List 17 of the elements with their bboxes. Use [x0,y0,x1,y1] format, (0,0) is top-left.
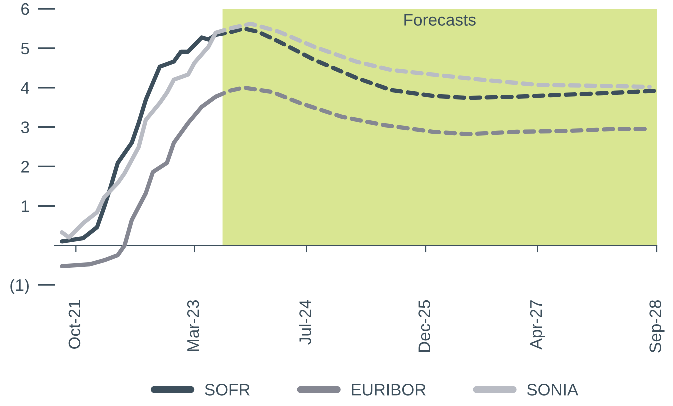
legend-label: EURIBOR [352,384,426,396]
x-tick-label: Oct-21 [68,300,81,349]
x-tick-label: Dec-25 [418,300,430,352]
x-tick-label: Mar-23 [187,300,200,352]
y-tick-label: 3 [21,122,30,134]
x-tick-label: Jul-24 [299,300,312,345]
y-tick-label: 5 [21,43,30,55]
x-tick-label: Sep-28 [650,300,665,353]
y-tick-label: 6 [22,3,30,16]
y-tick-label: 1 [22,200,30,212]
y-tick-label: 4 [21,82,30,94]
legend-label: SONIA [527,384,579,396]
legend-label: SOFR [205,384,250,396]
y-tick-label: (1) [10,278,29,294]
x-tick-label: Apr-27 [530,300,546,350]
y-tick-label: 2 [22,161,30,173]
band-label: Forecasts [404,14,476,26]
